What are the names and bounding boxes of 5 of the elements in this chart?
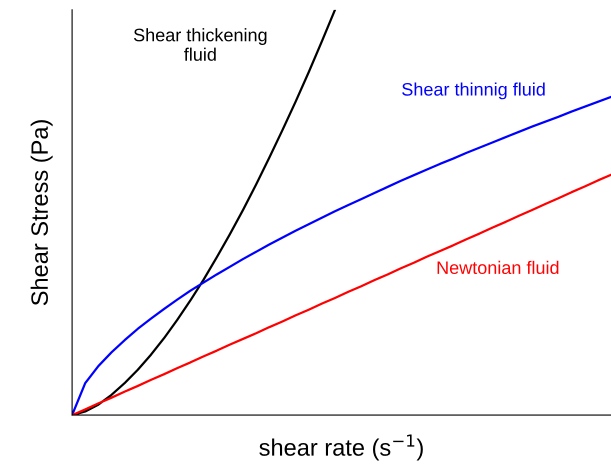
x-axis-title: shear rate (s$^{−1}$) [259, 434, 423, 461]
text: Shear thickening fluid [134, 28, 266, 61]
series-label: Shear thinnig fluid [402, 82, 545, 100]
series-label: Newtonian fluid [438, 260, 558, 274]
y-axis-title: Shear Stress (Pa) [30, 120, 53, 306]
